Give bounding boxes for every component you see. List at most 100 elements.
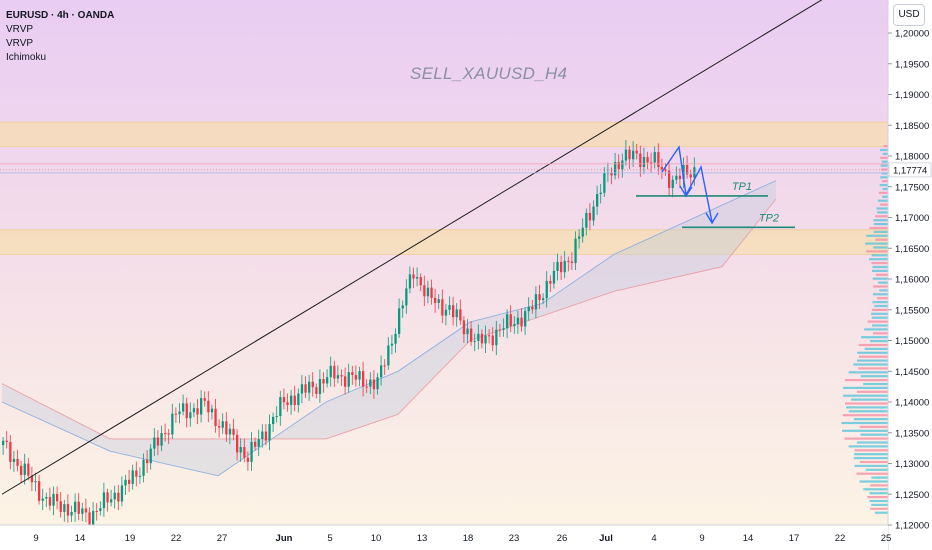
volume-profile-bar [874, 511, 888, 514]
price-tick-label: 1,13000 [895, 459, 929, 470]
candle-body [650, 162, 653, 164]
time-tick-label: 5 [327, 533, 332, 544]
candle-body [617, 162, 620, 170]
candle-body [437, 299, 440, 303]
candle-body [693, 167, 696, 178]
candle-body [322, 379, 325, 384]
candle-body [257, 439, 260, 447]
zone-band-1 [0, 122, 888, 147]
volume-profile-bar [848, 410, 888, 413]
volume-profile-bar [875, 238, 888, 241]
volume-profile-bar [881, 160, 888, 163]
candle-body [20, 465, 23, 475]
candle-body [308, 381, 311, 393]
candle-body [588, 212, 592, 221]
currency-button[interactable]: USD [893, 4, 925, 26]
symbol-label[interactable]: EURUSD · 4h · OANDA [6, 10, 115, 21]
candle-body [380, 365, 383, 378]
time-tick-label: 14 [75, 533, 86, 544]
candle-body [632, 150, 635, 160]
volume-profile-bar [843, 386, 888, 389]
candle-body [423, 285, 426, 297]
candle-body [63, 504, 66, 512]
candle-body [34, 481, 37, 483]
time-axis[interactable] [0, 525, 888, 550]
candle-body [549, 280, 552, 284]
candle-body [84, 508, 88, 513]
candle-body [660, 167, 664, 170]
volume-profile-bar [859, 460, 888, 464]
candle-body [311, 381, 314, 388]
candle-body [124, 479, 127, 486]
candle-body [513, 324, 516, 327]
trendline[interactable] [1, 0, 830, 495]
volume-profile-bar [878, 191, 888, 194]
candle-body [545, 280, 548, 299]
volume-profile-bar [857, 359, 888, 362]
volume-profile-bar [846, 406, 888, 409]
candle-body [682, 164, 685, 180]
volume-profile-bar [843, 394, 888, 397]
candle-body [164, 433, 167, 435]
candle-body [192, 408, 196, 413]
candle-body [340, 375, 343, 377]
candle-body [5, 440, 8, 442]
candle-body [336, 375, 340, 379]
ichimoku-cloud [2, 180, 776, 476]
indicator-vrvp-1[interactable]: VRVP [6, 24, 34, 35]
candle-body [304, 384, 307, 393]
volume-profile-bar [842, 429, 888, 432]
candle-body [254, 441, 257, 447]
candle-body [182, 403, 185, 412]
price-axis[interactable] [888, 0, 932, 550]
volume-profile-bar [848, 371, 888, 374]
zone-band-2 [0, 229, 888, 255]
volume-profile-bar [880, 176, 888, 179]
volume-profile-bar [881, 172, 888, 175]
candle-body [232, 428, 235, 435]
price-tick-label: 1,19000 [895, 90, 929, 101]
volume-profile-bar [853, 453, 888, 456]
volume-profile-bar [850, 398, 888, 401]
candle-body [444, 309, 448, 316]
volume-profile-bar [873, 230, 888, 233]
candle-body [92, 510, 95, 527]
candle-body [524, 311, 527, 327]
candle-body [185, 403, 188, 419]
candle-body [354, 375, 358, 380]
volume-profile-bar [879, 184, 888, 187]
volume-profile-bar [870, 507, 888, 510]
candle-body [250, 441, 253, 462]
candle-body [502, 328, 505, 330]
volume-profile-bar [865, 242, 888, 245]
volume-profile-bar [856, 441, 888, 444]
time-tick-label: 19 [125, 533, 136, 544]
indicator-ichimoku[interactable]: Ichimoku [6, 52, 47, 63]
candle-body [570, 261, 574, 264]
price-tick-label: 1,15000 [895, 336, 929, 347]
candle-body [261, 431, 264, 440]
candle-body [416, 277, 419, 279]
candle-body [272, 416, 275, 425]
volume-profile-bar [872, 265, 888, 269]
volume-profile-bar [866, 250, 888, 253]
indicator-vrvp-2[interactable]: VRVP [6, 38, 34, 49]
candle-body [574, 238, 577, 264]
candle-body [221, 421, 224, 428]
volume-profile-bar [853, 363, 888, 366]
volume-profile-bar [872, 277, 888, 280]
candle-body [560, 261, 563, 273]
candle-body [117, 492, 120, 502]
candle-body [426, 287, 430, 297]
candle-body [383, 365, 386, 367]
price-tick-label: 1,17000 [895, 213, 929, 224]
candle-body [390, 343, 394, 346]
candle-body [113, 492, 116, 500]
candle-body [282, 397, 286, 403]
candle-body [534, 294, 538, 310]
candle-body [394, 333, 397, 344]
candle-body [88, 512, 91, 527]
time-tick-label: 17 [789, 533, 800, 544]
